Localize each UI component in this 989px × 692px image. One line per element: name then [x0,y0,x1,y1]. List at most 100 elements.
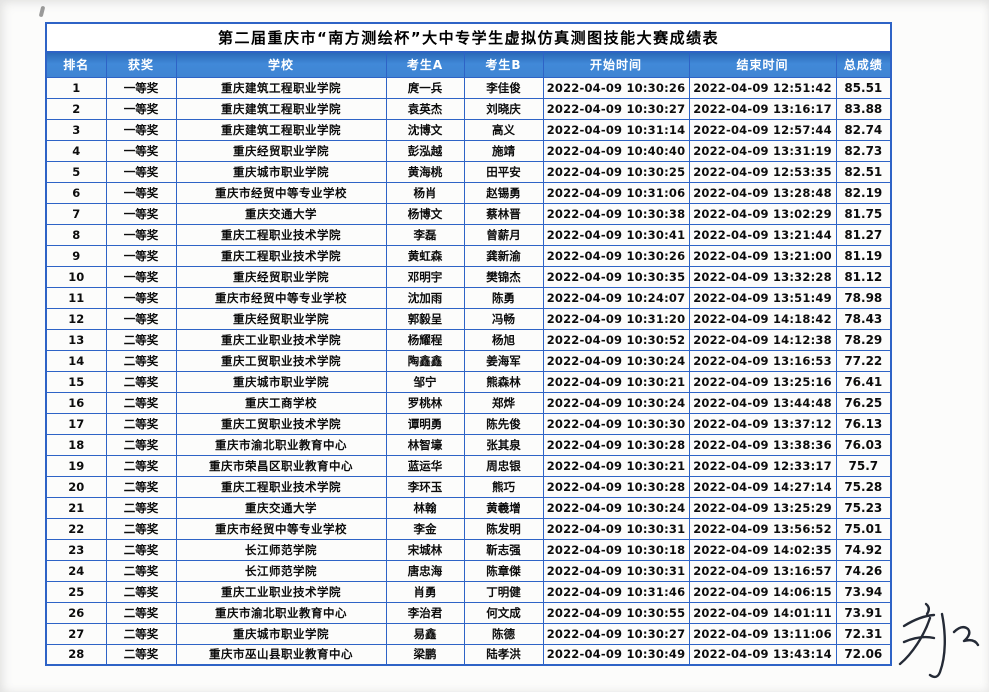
table-row: 4 一等奖 重庆经贸职业学院 彭泓越 施靖 2022-04-09 10:40:40 2022… [45,139,892,162]
cell-end-time: 2022-04-09 13:16:17 [688,97,837,120]
cell-end-time: 2022-04-09 13:38:36 [688,433,837,456]
cell-rank: 27 [45,622,107,645]
cell-score: 81.19 [835,244,892,267]
cell-score: 78.98 [835,286,892,309]
cell-candidate-a: 邓明宇 [385,265,465,288]
cell-candidate-a: 肖勇 [385,580,465,603]
cell-rank: 8 [45,223,107,246]
cell-end-time: 2022-04-09 14:02:35 [688,538,837,561]
cell-score: 78.43 [835,307,892,330]
table-row: 8 一等奖 重庆工程职业技术学院 李磊 曾薪月 2022-04-09 10:30:41 20… [45,223,892,246]
cell-start-time: 2022-04-09 10:24:07 [542,286,690,309]
table-row: 25 二等奖 重庆工业职业技术学院 肖勇 丁明健 2022-04-09 10:31:46 2… [45,580,892,603]
cell-end-time: 2022-04-09 13:37:12 [688,412,837,435]
cell-school: 重庆工业职业技术学院 [175,328,387,351]
cell-end-time: 2022-04-09 13:11:06 [688,622,837,645]
cell-end-time: 2022-04-09 14:06:15 [688,580,837,603]
cell-rank: 18 [45,433,107,456]
cell-candidate-b: 陈章傑 [463,559,544,582]
cell-start-time: 2022-04-09 10:30:55 [542,601,690,624]
cell-candidate-a: 李环玉 [385,475,465,498]
cell-start-time: 2022-04-09 10:30:24 [542,391,690,414]
cell-candidate-a: 易鑫 [385,622,465,645]
cell-award: 一等奖 [105,223,177,246]
table-row: 23 二等奖 长江师范学院 宋城林 靳志强 2022-04-09 10:30:18 2022… [45,538,892,561]
table-row: 19 二等奖 重庆市荣昌区职业教育中心 蓝运华 周忠银 2022-04-09 10:30:… [45,454,892,477]
cell-candidate-a: 郭毅呈 [385,307,465,330]
cell-candidate-b: 赵锡勇 [463,181,544,204]
results-table: 第二届重庆市“南方测绘杯”大中专学生虚拟仿真测图技能大赛成绩表 排名 获奖 学校 考生… [45,22,893,666]
cell-school: 重庆城市职业学院 [175,622,387,645]
cell-rank: 28 [45,643,107,666]
cell-award: 一等奖 [105,76,177,99]
cell-candidate-b: 靳志强 [463,538,544,561]
cell-candidate-a: 梁鹏 [385,643,465,666]
cell-candidate-b: 龚新渝 [463,244,544,267]
cell-end-time: 2022-04-09 12:51:42 [688,76,837,99]
table-row: 6 一等奖 重庆市经贸中等专业学校 杨肖 赵锡勇 2022-04-09 10:31:06 2… [45,181,892,204]
table-row: 14 二等奖 重庆工贸职业技术学院 陶鑫鑫 姜海军 2022-04-09 10:30:24… [45,349,892,372]
cell-score: 74.26 [835,559,892,582]
cell-candidate-a: 李金 [385,517,465,540]
cell-candidate-b: 周忠银 [463,454,544,477]
cell-score: 81.75 [835,202,892,225]
cell-score: 75.7 [835,454,892,477]
cell-candidate-b: 姜海军 [463,349,544,372]
cell-candidate-b: 高义 [463,118,544,141]
cell-candidate-a: 李磊 [385,223,465,246]
page-title: 第二届重庆市“南方测绘杯”大中专学生虚拟仿真测图技能大赛成绩表 [45,22,892,53]
cell-candidate-a: 谭明勇 [385,412,465,435]
cell-rank: 9 [45,244,107,267]
column-header-1: 获奖 [105,51,177,78]
cell-score: 82.19 [835,181,892,204]
cell-end-time: 2022-04-09 14:18:42 [688,307,837,330]
table-row: 9 一等奖 重庆工程职业技术学院 黄虹森 龚新渝 2022-04-09 10:30:26 2… [45,244,892,267]
cell-start-time: 2022-04-09 10:30:31 [542,559,690,582]
cell-school: 重庆城市职业学院 [175,370,387,393]
cell-start-time: 2022-04-09 10:30:31 [542,517,690,540]
table-row: 12 一等奖 重庆经贸职业学院 郭毅呈 冯畅 2022-04-09 10:31:20 202… [45,307,892,330]
cell-award: 二等奖 [105,454,177,477]
table-row: 21 二等奖 重庆交通大学 林翰 黄羲增 2022-04-09 10:30:24 2022-… [45,496,892,519]
cell-rank: 14 [45,349,107,372]
cell-school: 重庆工贸职业技术学院 [175,349,387,372]
cell-candidate-a: 林翰 [385,496,465,519]
cell-rank: 12 [45,307,107,330]
cell-end-time: 2022-04-09 13:16:57 [688,559,837,582]
cell-candidate-a: 蓝运华 [385,454,465,477]
cell-school: 重庆市巫山县职业教育中心 [175,643,387,666]
cell-candidate-b: 丁明健 [463,580,544,603]
table-row: 3 一等奖 重庆建筑工程职业学院 沈博文 高义 2022-04-09 10:31:14 20… [45,118,892,141]
table-row: 13 二等奖 重庆工业职业技术学院 杨耀程 杨旭 2022-04-09 10:30:52 2… [45,328,892,351]
cell-end-time: 2022-04-09 14:27:14 [688,475,837,498]
cell-school: 重庆经贸职业学院 [175,307,387,330]
cell-end-time: 2022-04-09 13:51:49 [688,286,837,309]
table-row: 27 二等奖 重庆城市职业学院 易鑫 陈德 2022-04-09 10:30:27 2022… [45,622,892,645]
cell-candidate-a: 林智壕 [385,433,465,456]
table-row: 16 二等奖 重庆工商学校 罗桃林 郑烨 2022-04-09 10:30:24 2022-… [45,391,892,414]
cell-score: 82.73 [835,139,892,162]
cell-end-time: 2022-04-09 12:53:35 [688,160,837,183]
cell-score: 76.03 [835,433,892,456]
cell-start-time: 2022-04-09 10:30:21 [542,454,690,477]
cell-start-time: 2022-04-09 10:30:26 [542,244,690,267]
cell-candidate-a: 杨耀程 [385,328,465,351]
cell-start-time: 2022-04-09 10:31:20 [542,307,690,330]
cell-award: 二等奖 [105,601,177,624]
cell-start-time: 2022-04-09 10:30:52 [542,328,690,351]
title-row: 第二届重庆市“南方测绘杯”大中专学生虚拟仿真测图技能大赛成绩表 [45,22,892,53]
table-row: 28 二等奖 重庆市巫山县职业教育中心 梁鹏 陆孝洪 2022-04-09 10:30:4… [45,643,892,666]
cell-candidate-b: 陈勇 [463,286,544,309]
cell-score: 85.51 [835,76,892,99]
column-header-3: 考生A [385,51,465,78]
cell-start-time: 2022-04-09 10:31:14 [542,118,690,141]
cell-rank: 13 [45,328,107,351]
cell-award: 二等奖 [105,559,177,582]
cell-award: 一等奖 [105,265,177,288]
cell-rank: 3 [45,118,107,141]
cell-award: 一等奖 [105,97,177,120]
cell-start-time: 2022-04-09 10:30:21 [542,370,690,393]
cell-end-time: 2022-04-09 13:21:44 [688,223,837,246]
cell-start-time: 2022-04-09 10:30:27 [542,622,690,645]
cell-award: 一等奖 [105,139,177,162]
